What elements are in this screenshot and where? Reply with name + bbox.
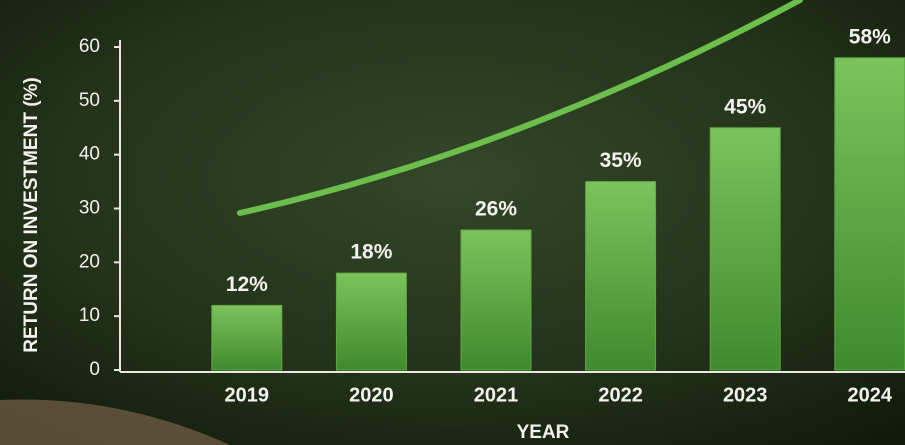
bar [212, 305, 282, 370]
x-tick-label: 2019 [225, 384, 270, 406]
bar [586, 182, 656, 370]
x-tick-label: 2020 [349, 384, 394, 406]
value-label: 58% [849, 25, 891, 48]
value-label: 18% [350, 241, 392, 264]
y-tick-label: 20 [79, 251, 100, 272]
x-tick-label: 2023 [723, 384, 768, 406]
value-label: 26% [475, 198, 517, 221]
y-tick-label: 10 [79, 305, 100, 326]
bar [461, 230, 531, 370]
y-tick-label: 50 [79, 90, 100, 111]
x-tick-label: 2022 [598, 384, 643, 406]
y-tick-label: 0 [89, 359, 100, 380]
x-tick-label: 2021 [474, 384, 519, 406]
chart: RETURN ON INVESTMENT (%) YEAR 0 10 20 30 40 5… [0, 0, 905, 445]
value-label: 45% [724, 95, 766, 118]
value-label: 35% [600, 149, 642, 172]
x-tick-label: 2024 [848, 384, 893, 406]
y-tick-label: 60 [79, 36, 100, 57]
y-tick-label: 30 [79, 198, 100, 219]
value-label: 12% [226, 273, 268, 296]
y-axis-title: RETURN ON INVESTMENT (%) [21, 77, 42, 353]
x-axis-title: YEAR [517, 422, 570, 443]
y-tick-label: 40 [79, 144, 100, 165]
bar [710, 128, 780, 370]
bar [835, 58, 905, 370]
bar [336, 273, 406, 370]
